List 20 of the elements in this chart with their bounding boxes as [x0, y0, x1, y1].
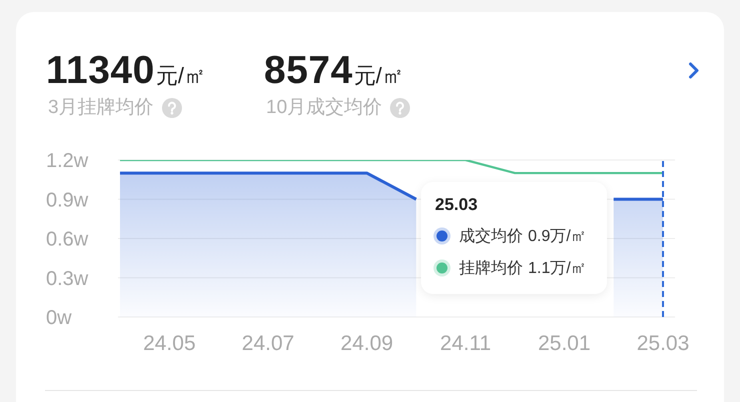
- y-tick-label: 1.2w: [46, 150, 89, 172]
- legend-label: 挂牌均价: [459, 258, 523, 278]
- y-tick-label: 0.6w: [46, 228, 89, 251]
- y-tick-label: 0.3w: [46, 268, 89, 290]
- legend-label: 成交均价: [459, 226, 523, 246]
- x-tick-label: 24.07: [242, 332, 294, 355]
- x-tick-label: 25.01: [538, 332, 591, 355]
- text: 25.03: [435, 195, 478, 214]
- x-tick-label: 24.11: [440, 332, 492, 355]
- text: 8574元/㎡: [264, 49, 404, 92]
- text: 10月成交均价: [266, 97, 382, 118]
- annotation: 1.1万/㎡: [528, 258, 587, 278]
- x-tick-label: 24.09: [340, 332, 394, 355]
- y-tick-label: 0.9w: [46, 189, 89, 212]
- x-tick-label: 24.05: [143, 332, 196, 355]
- y-tick-label: 0w: [46, 307, 72, 330]
- text: 3月挂牌均价: [48, 97, 154, 118]
- x-tick-label: 25.03: [636, 332, 690, 355]
- text: 11340元/㎡: [46, 49, 206, 92]
- annotation: 0.9万/㎡: [528, 226, 587, 246]
